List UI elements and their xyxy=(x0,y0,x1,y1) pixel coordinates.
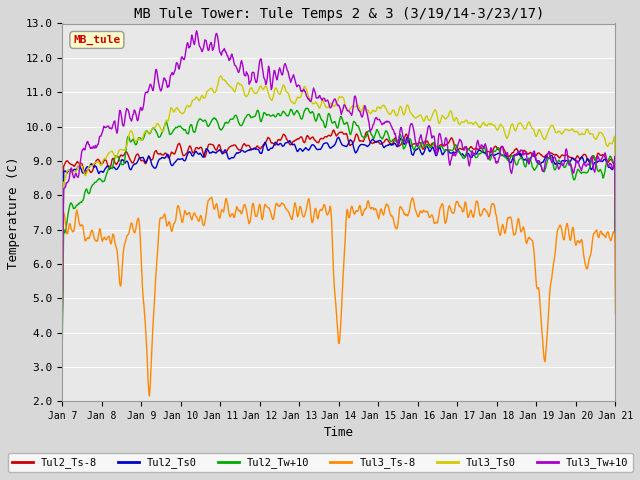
Y-axis label: Temperature (C): Temperature (C) xyxy=(7,156,20,269)
Legend: Tul2_Ts-8, Tul2_Ts0, Tul2_Tw+10, Tul3_Ts-8, Tul3_Ts0, Tul3_Tw+10: Tul2_Ts-8, Tul2_Ts0, Tul2_Tw+10, Tul3_Ts… xyxy=(8,453,632,472)
Title: MB Tule Tower: Tule Temps 2 & 3 (3/19/14-3/23/17): MB Tule Tower: Tule Temps 2 & 3 (3/19/14… xyxy=(134,7,544,21)
Text: MB_tule: MB_tule xyxy=(74,35,120,45)
X-axis label: Time: Time xyxy=(324,426,354,440)
